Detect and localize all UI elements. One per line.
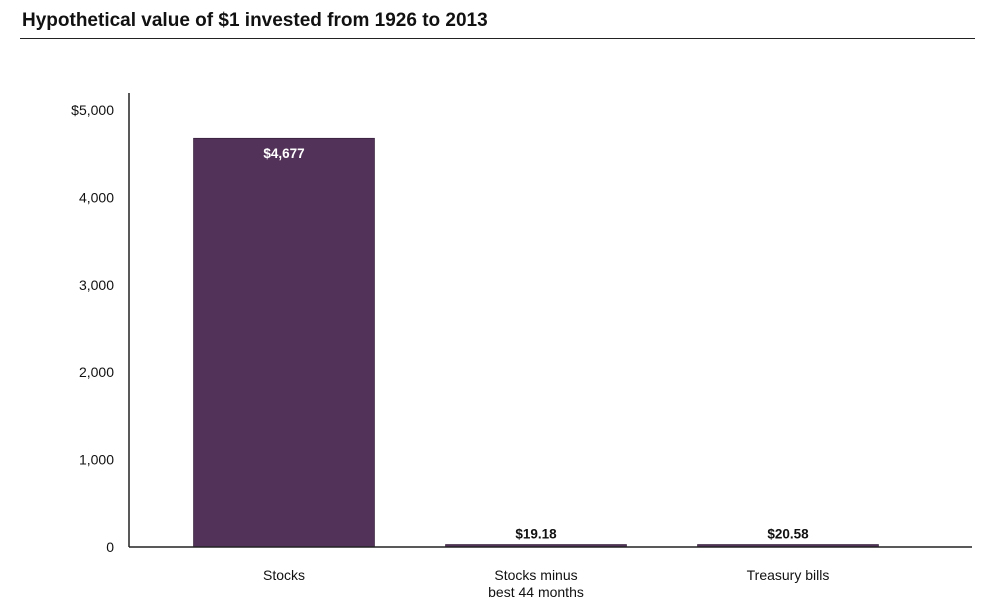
y-tick-label: 4,000 xyxy=(79,189,114,205)
bar-value-label: $20.58 xyxy=(767,527,809,542)
y-tick-label: 1,000 xyxy=(79,452,114,468)
title-divider xyxy=(20,38,975,39)
y-tick-label: 0 xyxy=(106,539,114,555)
bar-value-label: $19.18 xyxy=(515,527,557,542)
y-axis: 0 1,000 2,000 3,000 4,000 $5,000 xyxy=(71,93,130,555)
x-axis: Stocks Stocks minus best 44 months Treasury… xyxy=(129,546,972,600)
y-tick-label: 3,000 xyxy=(79,277,114,293)
bar xyxy=(193,137,375,548)
y-tick-label: 2,000 xyxy=(79,364,114,380)
chart-title: Hypothetical value of $1 invested from 1… xyxy=(22,10,488,31)
y-tick-label: $5,000 xyxy=(71,102,114,118)
x-category-label: Stocks xyxy=(263,567,305,583)
bars: $4,677 $19.18 $20.58 xyxy=(193,137,879,548)
bar-value-label: $4,677 xyxy=(263,146,304,161)
x-category-label: Treasury bills xyxy=(747,567,830,583)
x-category-label: Stocks minus best 44 months xyxy=(488,567,584,600)
